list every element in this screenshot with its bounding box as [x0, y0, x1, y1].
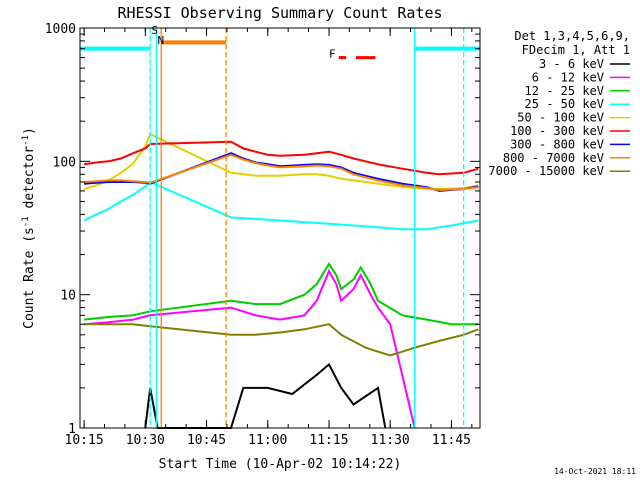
annotation-n: N: [158, 34, 165, 47]
x-tick-label: 11:15: [309, 433, 348, 448]
x-tick-label: 11:00: [248, 433, 287, 448]
annotation-s: S: [151, 24, 158, 37]
legend-label-6: 100 - 300 keV: [510, 124, 604, 138]
legend-label-2: 6 - 12 keV: [532, 70, 604, 84]
legend-label-3: 12 - 25 keV: [525, 84, 604, 98]
x-tick-label: 11:45: [432, 433, 471, 448]
legend-label-9: 7000 - 15000 keV: [488, 164, 604, 178]
legend-label-7: 300 - 800 keV: [510, 137, 604, 151]
y-tick-label: 100: [53, 155, 76, 170]
legend-label-4: 25 - 50 keV: [525, 97, 604, 111]
legend-label-5: 50 - 100 keV: [517, 111, 604, 125]
chart-title: RHESSI Observing Summary Count Rates: [117, 4, 442, 22]
legend-label-8: 800 - 7000 keV: [503, 151, 604, 165]
y-tick-label: 1: [68, 422, 76, 437]
x-tick-label: 10:30: [126, 433, 165, 448]
series-line-5: [83, 132, 479, 191]
legend-label-1: 3 - 6 keV: [539, 57, 604, 71]
x-tick-label: 10:45: [187, 433, 226, 448]
series-line-3: [83, 262, 479, 326]
plot-frame: [79, 27, 481, 429]
series-line-2: [84, 268, 416, 429]
x-axis-label: Start Time (10-Apr-02 10:14:22): [159, 457, 402, 472]
series-line-6: [83, 140, 479, 176]
y-tick-label: 1000: [45, 22, 76, 37]
series-lines: [83, 132, 479, 429]
axis-ticks: 10:15 10:30 10:45 11:00 11:15 11:30 11:45 1 10 10…: [45, 22, 480, 448]
series-line-7: [84, 152, 479, 192]
annotation-f: F: [329, 48, 336, 61]
generation-timestamp: 14-Oct-2021 18:11: [554, 467, 636, 476]
y-tick-label: 10: [60, 289, 76, 304]
series-line-8: [84, 153, 479, 192]
x-tick-label: 11:30: [371, 433, 410, 448]
series-line-4: [83, 180, 479, 231]
legend-header-line-1: Det 1,3,4,5,6,9,: [514, 29, 630, 43]
flag-markers: SN F: [80, 24, 480, 428]
series-line-9: [84, 323, 479, 357]
x-tick-label: 10:15: [65, 433, 104, 448]
y-axis-label: Count Rate (s-1 detector-1): [21, 127, 37, 329]
legend-header-line-2: FDecim 1, Att 1: [522, 43, 630, 57]
